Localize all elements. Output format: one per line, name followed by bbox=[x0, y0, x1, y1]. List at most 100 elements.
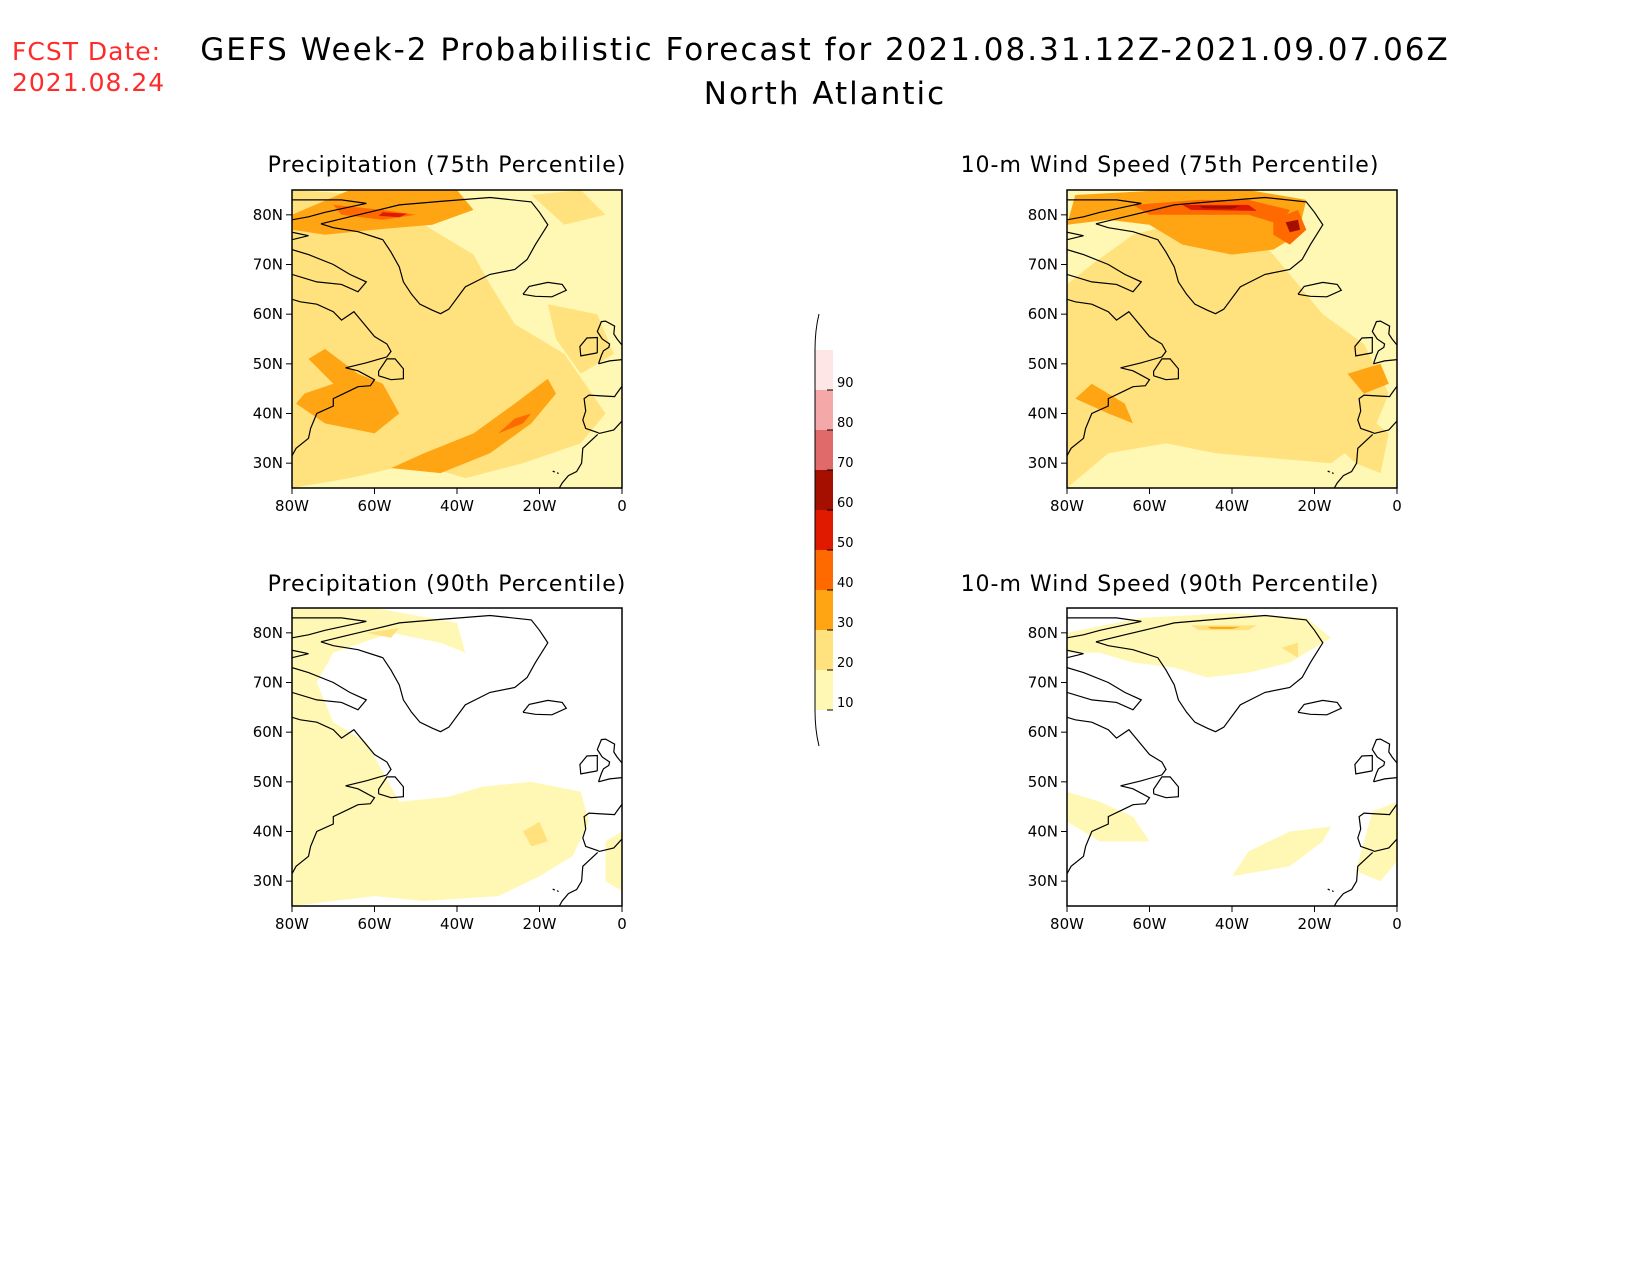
lat-label: 30N bbox=[1028, 454, 1058, 472]
probability-contour-region bbox=[1347, 363, 1389, 394]
coastline-segment bbox=[292, 617, 367, 639]
coastline-segment bbox=[1067, 249, 1143, 293]
forecast-date-label: FCST Date: bbox=[12, 37, 162, 66]
coastline-segment bbox=[1067, 667, 1143, 711]
colorbar-swatch bbox=[815, 510, 833, 550]
probability-contour-region bbox=[1232, 826, 1331, 877]
coastline-segment bbox=[1354, 336, 1373, 357]
probability-contour-region bbox=[1067, 613, 1331, 678]
lat-label: 30N bbox=[1028, 872, 1058, 890]
coastline-segment bbox=[292, 231, 309, 241]
coastline-segment bbox=[1095, 196, 1324, 315]
lon-label: 60W bbox=[358, 915, 392, 933]
lat-label: 50N bbox=[1028, 773, 1058, 791]
probability-contour-region bbox=[531, 190, 606, 225]
coastline-segment bbox=[1357, 385, 1397, 435]
coastline-segment bbox=[1371, 320, 1397, 365]
map-panel-precip-75: 80N 70N 60N 50N 40N 30N 80W 60W 40W 20W 0 bbox=[220, 189, 640, 530]
probability-shading bbox=[292, 190, 622, 488]
colorbar-label: 30 bbox=[837, 616, 854, 631]
coastline-segment bbox=[1095, 614, 1324, 733]
main-title: GEFS Week-2 Probabilistic Forecast for 2… bbox=[200, 32, 1450, 68]
lon-label: 80W bbox=[1050, 497, 1084, 515]
lon-label: 40W bbox=[440, 497, 474, 515]
probability-contour-region bbox=[1133, 199, 1290, 225]
probability-contour-region bbox=[1067, 219, 1389, 488]
probability-contour-region bbox=[1355, 801, 1397, 882]
panel-title-wind-75: 10-m Wind Speed (75th Percentile) bbox=[960, 153, 1380, 178]
coastline-segment bbox=[1067, 649, 1084, 659]
panel-title-wind-90: 10-m Wind Speed (90th Percentile) bbox=[960, 572, 1380, 597]
lon-label: 80W bbox=[275, 915, 309, 933]
probability-contour-region bbox=[523, 821, 548, 847]
lon-label: 80W bbox=[1050, 915, 1084, 933]
probability-contour-region bbox=[378, 212, 408, 218]
coastline-segment bbox=[1333, 433, 1374, 488]
colorbar: 10 20 30 40 50 60 70 80 90 bbox=[805, 313, 865, 747]
colorbar-swatch bbox=[815, 430, 833, 470]
region-subtitle: North Atlantic bbox=[703, 76, 947, 112]
coastline-segment bbox=[1327, 888, 1331, 891]
probability-contour-region bbox=[605, 831, 622, 892]
colorbar-label: 40 bbox=[837, 576, 854, 591]
coastline-segment bbox=[558, 433, 599, 488]
lat-label: 80N bbox=[1028, 206, 1058, 224]
colorbar-swatch bbox=[815, 630, 833, 670]
map-panel-wind-90: 80N 70N 60N 50N 40N 30N 80W 60W 40W 20W 0 bbox=[995, 607, 1415, 948]
lat-label: 40N bbox=[1028, 823, 1058, 841]
lon-label: 40W bbox=[1215, 497, 1249, 515]
coastline-segment bbox=[1067, 298, 1167, 487]
colorbar-label: 90 bbox=[837, 376, 854, 391]
coastline-segment bbox=[378, 358, 404, 381]
lat-label: 40N bbox=[1028, 405, 1058, 423]
coastline-segment bbox=[1371, 738, 1397, 783]
coastline-segment bbox=[579, 336, 598, 357]
coastline bbox=[292, 614, 622, 906]
coastline-segment bbox=[1153, 776, 1179, 799]
map-panel-wind-75: 80N 70N 60N 50N 40N 30N 80W 60W 40W 20W 0 bbox=[995, 189, 1415, 530]
lon-label: 20W bbox=[523, 915, 557, 933]
colorbar-label: 80 bbox=[837, 416, 854, 431]
lat-label: 50N bbox=[1028, 355, 1058, 373]
probability-shading bbox=[1067, 190, 1397, 488]
lat-label: 60N bbox=[1028, 305, 1058, 323]
lat-label: 40N bbox=[253, 405, 283, 423]
forecast-date-block: FCST Date: 2021.08.24 bbox=[12, 36, 165, 98]
coastline-segment bbox=[1297, 699, 1343, 716]
coastline-segment bbox=[292, 716, 392, 905]
lat-label: 70N bbox=[253, 256, 283, 274]
map-panel-precip-90: 80N 70N 60N 50N 40N 30N 80W 60W 40W 20W 0 bbox=[220, 607, 640, 948]
probability-contour-region bbox=[1322, 413, 1389, 474]
colorbar-swatch bbox=[815, 550, 833, 590]
coastline-segment bbox=[522, 281, 568, 298]
coastline-segment bbox=[292, 649, 309, 659]
probability-contour-region bbox=[1075, 383, 1133, 424]
coastline-segment bbox=[1297, 281, 1343, 298]
coastline bbox=[1067, 196, 1397, 488]
probability-contour-region bbox=[498, 413, 532, 434]
coastline-segment bbox=[1357, 803, 1397, 853]
lon-label: 60W bbox=[1133, 497, 1167, 515]
colorbar-label: 70 bbox=[837, 456, 854, 471]
coastline-segment bbox=[1067, 716, 1167, 905]
probability-contour-region bbox=[366, 627, 400, 638]
coastline-segment bbox=[292, 199, 367, 221]
probability-contour-region bbox=[1285, 219, 1301, 233]
coastline-segment bbox=[1333, 851, 1374, 906]
lon-label: 20W bbox=[523, 497, 557, 515]
colorbar-swatch bbox=[815, 350, 833, 390]
coastline-segment bbox=[556, 472, 559, 475]
coastline-segment bbox=[552, 888, 556, 891]
panel-title-precip-90: Precipitation (90th Percentile) bbox=[267, 572, 627, 597]
colorbar-label: 20 bbox=[837, 656, 854, 671]
lon-label: 40W bbox=[1215, 915, 1249, 933]
coastline-segment bbox=[1153, 358, 1179, 381]
lat-label: 70N bbox=[1028, 256, 1058, 274]
colorbar-label: 60 bbox=[837, 496, 854, 511]
colorbar-label: 50 bbox=[837, 536, 854, 551]
coastline-segment bbox=[582, 803, 622, 853]
coastline-segment bbox=[552, 470, 556, 473]
coastline-segment bbox=[292, 667, 368, 711]
probability-shading bbox=[292, 608, 622, 906]
lat-label: 70N bbox=[1028, 674, 1058, 692]
